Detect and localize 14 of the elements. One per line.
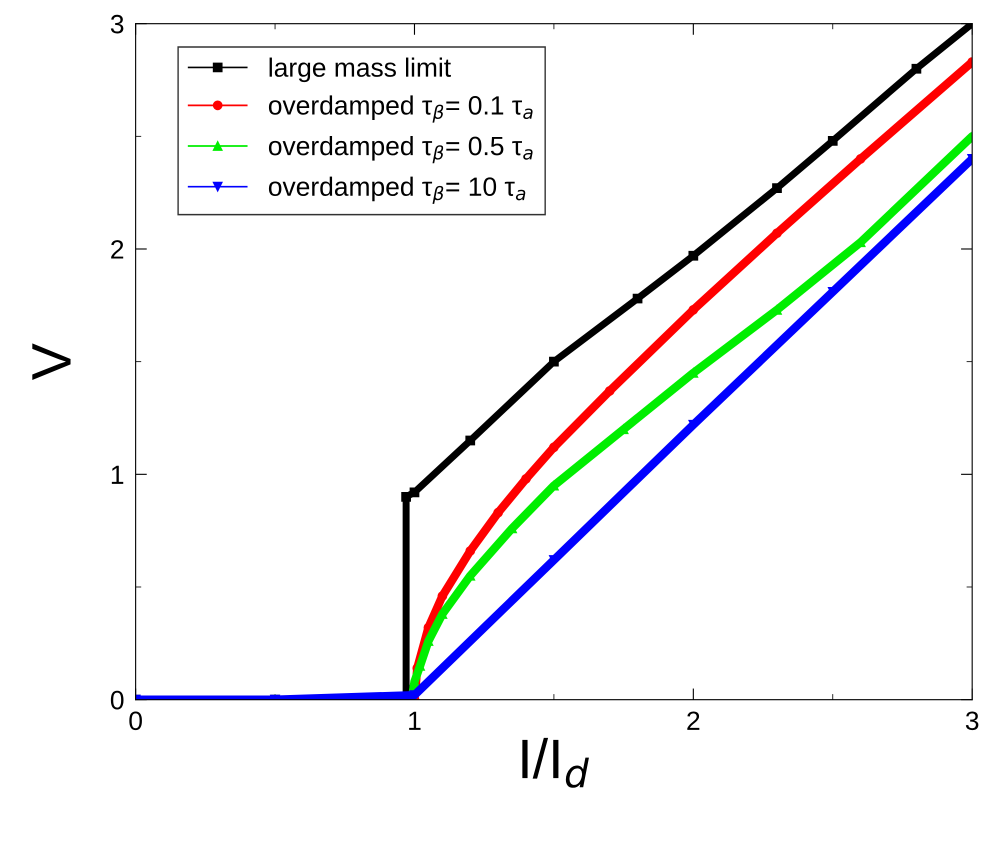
x-tick-label: 3: [966, 711, 978, 730]
y-tick-label: 0: [110, 690, 124, 710]
legend-label: large mass limit: [270, 58, 451, 82]
x-tick-label: 0: [129, 711, 142, 730]
legend-label: overdamped τ$_{β}$= 0.1 τ$_{a}$: [268, 95, 533, 123]
x-tick-label: 1: [409, 712, 421, 730]
legend-label: overdamped τ$_{β}$= 10 τ$_{a}$: [268, 176, 526, 204]
x-axis-title: I/I$_{d}$: [522, 738, 589, 788]
y-tick-label: 1: [112, 466, 124, 484]
legend-label: overdamped τ$_{β}$= 0.5 τ$_{a}$: [268, 136, 533, 164]
x-tick-label: 2: [687, 711, 700, 730]
y-tick-label: 2: [111, 240, 124, 259]
y-tick-label: 3: [110, 14, 124, 34]
y-axis-title: V: [32, 343, 71, 380]
